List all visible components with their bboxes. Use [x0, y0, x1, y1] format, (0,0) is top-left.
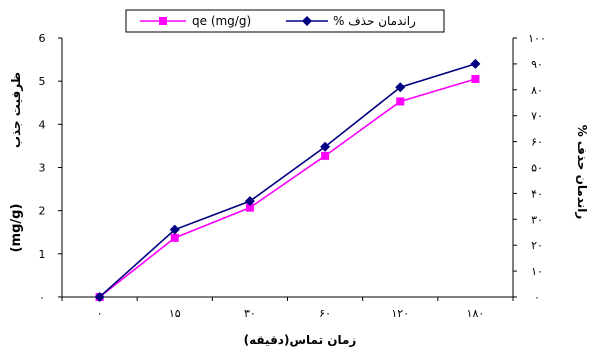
y-left-tick-label: 5: [39, 75, 46, 88]
y-left-axis-title: ظرفیت جذب: [9, 72, 23, 148]
x-tick-label: ۱۸۰: [467, 307, 485, 320]
y-left-tick-label: ۰: [39, 291, 45, 304]
x-axis-title: زمان تماس(دقیقه): [244, 333, 357, 347]
series-line-1: [99, 63, 476, 298]
series-1-point: [470, 58, 481, 69]
x-tick-label: ۱۲۰: [391, 307, 409, 320]
y-right-tick-label: ۹۰: [531, 58, 543, 71]
x-tick-label: ۱۵: [169, 307, 181, 320]
x-tick-label: ۳۰: [244, 307, 256, 320]
x-tick-label: ۰: [97, 307, 103, 320]
y-right-tick-label: ۲۰: [531, 239, 543, 252]
y-right-tick-label: ۰: [534, 291, 540, 304]
left-axis-ticks: ۰ 1 2 3 4 5 6: [39, 32, 62, 304]
series-line-0: [99, 78, 476, 298]
legend: qe (mg/g) راندمان حذف %: [125, 9, 445, 33]
legend-box: [125, 9, 445, 33]
series-layer: [94, 58, 481, 302]
series-1-point: [94, 292, 105, 302]
legend-label-removal: راندمان حذف %: [333, 14, 416, 29]
series-1-point: [320, 141, 331, 152]
series-1-point: [395, 82, 406, 93]
x-tick-label: ۶۰: [319, 307, 331, 320]
series-1-point: [169, 224, 180, 235]
y-right-tick-label: ۱۰: [531, 265, 543, 278]
series-0-point: [471, 75, 480, 84]
legend-swatch-removal-marker: [302, 16, 312, 26]
series-1-point: [244, 196, 255, 207]
y-right-tick-label: ۶۰: [531, 136, 543, 149]
legend-swatch-qe-marker: [159, 17, 167, 25]
series-0-point: [245, 203, 254, 212]
y-left-tick-label: 1: [39, 248, 46, 261]
series-0-point: [321, 151, 330, 160]
y-right-axis-title: راندمان حذف %: [575, 125, 589, 220]
y-right-tick-label: ۱۰۰: [528, 32, 546, 45]
y-right-tick-label: ۴۰: [531, 187, 543, 200]
x-axis-ticks: ۰ ۱۵ ۳۰ ۶۰ ۱۲۰ ۱۸۰: [61, 297, 514, 320]
y-right-tick-label: ۳۰: [531, 213, 543, 226]
series-0-point: [170, 233, 179, 242]
y-right-tick-label: ۷۰: [531, 110, 543, 123]
y-right-tick-label: ۸۰: [531, 84, 543, 97]
right-axis-ticks: ۰ ۱۰ ۲۰ ۳۰ ۴۰ ۵۰ ۶۰ ۷۰ ۸۰ ۹۰ ۱۰۰: [513, 32, 546, 304]
y-left-axis-unit: (mg/g): [9, 204, 24, 253]
legend-label-qe: qe (mg/g): [192, 14, 251, 28]
y-right-tick-label: ۵۰: [531, 162, 543, 175]
y-left-tick-label: 4: [39, 118, 46, 131]
y-left-tick-label: 6: [39, 32, 46, 45]
series-0-point: [396, 97, 405, 106]
y-left-tick-label: 2: [39, 205, 46, 218]
y-left-tick-label: 3: [39, 162, 46, 175]
